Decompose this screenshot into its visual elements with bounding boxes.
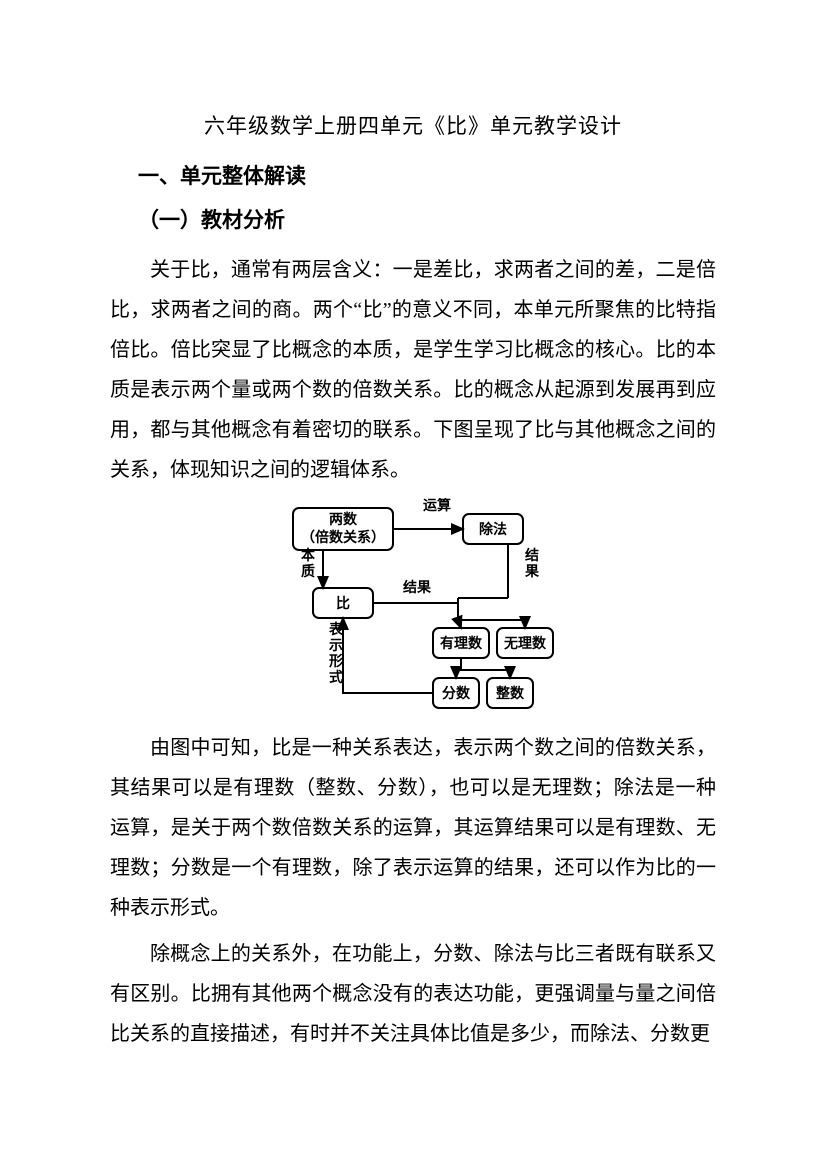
paragraph-3: 除概念上的关系外，在功能上，分数、除法与比三者既有联系又有区别。比拥有其他两个概… — [110, 934, 716, 1054]
paragraph-2: 由图中可知，比是一种关系表达，表示两个数之间的倍数关系，其结果可以是有理数（整数… — [110, 728, 716, 928]
document-title: 六年级数学上册四单元《比》单元教学设计 — [110, 110, 716, 140]
section-heading-1-1: （一）教材分析 — [138, 204, 716, 234]
paragraph-1: 关于比，通常有两层含义：一是差比，求两者之间的差，二是倍比，求两者之间的商。两个… — [110, 250, 716, 490]
svg-text:有理数: 有理数 — [440, 635, 483, 652]
section-heading-1: 一、单元整体解读 — [138, 160, 716, 190]
concept-diagram: 两数（倍数关系）除法比有理数无理数分数整数运算本质结果结果表示形式 — [110, 498, 716, 718]
svg-text:式: 式 — [329, 669, 343, 686]
svg-text:果: 果 — [524, 564, 540, 580]
svg-text:结果: 结果 — [403, 579, 432, 596]
svg-text:本: 本 — [301, 547, 316, 564]
svg-text:表: 表 — [328, 621, 344, 638]
svg-text:比: 比 — [336, 595, 350, 612]
svg-text:除法: 除法 — [479, 521, 507, 538]
svg-text:质: 质 — [301, 563, 315, 580]
svg-text:整数: 整数 — [495, 685, 525, 702]
svg-text:分数: 分数 — [442, 685, 471, 702]
svg-text:运算: 运算 — [423, 498, 451, 514]
svg-text:示: 示 — [329, 638, 343, 654]
svg-text:无理数: 无理数 — [503, 635, 547, 652]
document-page: 六年级数学上册四单元《比》单元教学设计 一、单元整体解读 （一）教材分析 关于比… — [0, 0, 826, 1054]
svg-text:两数: 两数 — [329, 511, 358, 528]
svg-text:形: 形 — [329, 653, 343, 670]
svg-text:（倍数关系）: （倍数关系） — [301, 529, 385, 546]
svg-text:结: 结 — [525, 547, 539, 564]
